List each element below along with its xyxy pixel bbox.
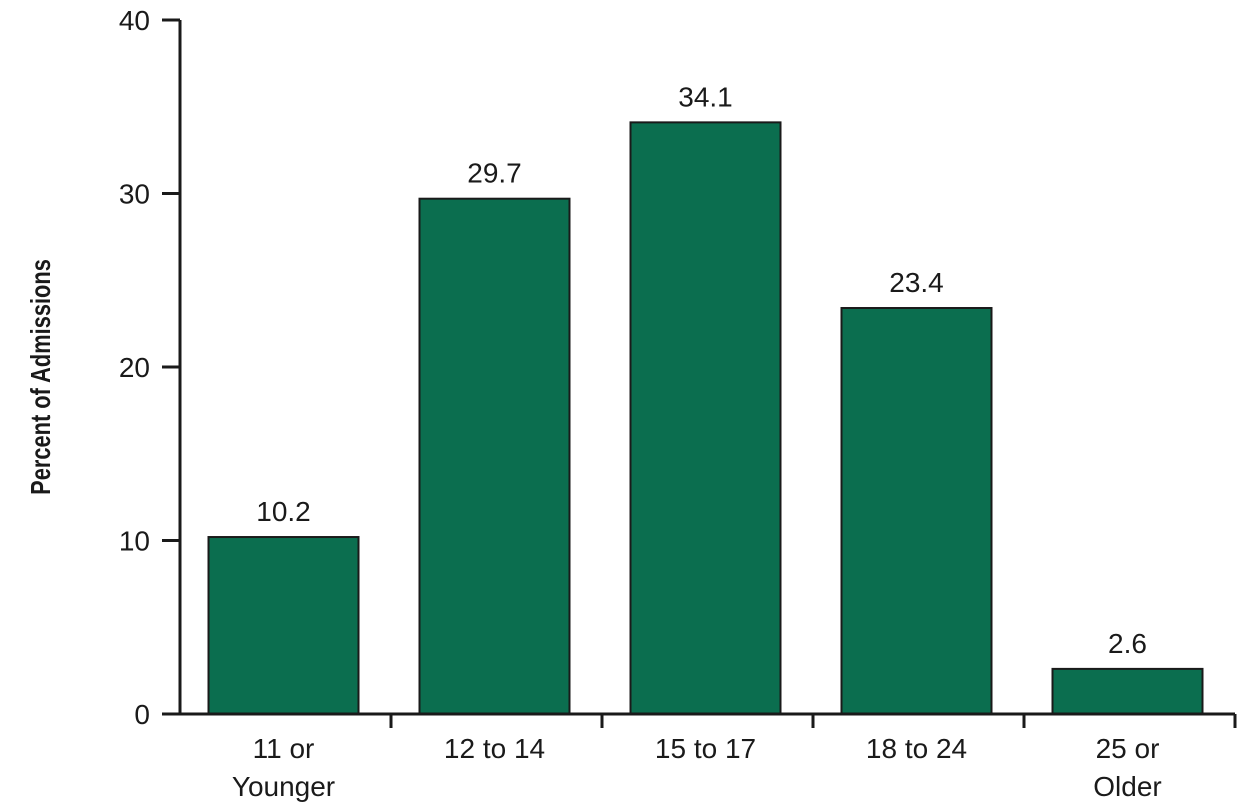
- y-tick-label: 10: [119, 526, 150, 557]
- y-axis-ticks: 0 10 20 30 40: [119, 5, 180, 730]
- category-label: Younger: [232, 771, 335, 802]
- category-labels-group: 11 or Younger 12 to 14 15 to 17 18 to 24 25 o…: [232, 733, 1162, 802]
- bar: [418, 197, 571, 715]
- category-label: 18 to 24: [866, 733, 967, 764]
- bar: [1051, 667, 1204, 716]
- bar-value-label: 23.4: [889, 267, 944, 298]
- category-label: 11 or: [253, 733, 315, 764]
- bar-value-label: 34.1: [678, 81, 733, 112]
- value-labels-group: 10.2 29.7 34.1 23.4 2.6: [256, 81, 1147, 659]
- y-tick-label: 0: [134, 699, 150, 730]
- bar-value-label: 2.6: [1108, 628, 1147, 659]
- x-axis-ticks: [389, 714, 1237, 728]
- bar: [840, 307, 993, 715]
- y-tick-label: 40: [119, 5, 150, 36]
- bar: [629, 121, 782, 716]
- bars-group: [207, 121, 1204, 716]
- category-label: 25 or: [1096, 733, 1160, 764]
- y-tick-label: 30: [119, 179, 150, 210]
- category-label: Older: [1093, 771, 1161, 802]
- category-label: 12 to 14: [444, 733, 545, 764]
- category-label: 15 to 17: [655, 733, 756, 764]
- y-axis-title: Percent of Admissions: [25, 259, 56, 495]
- bar-value-label: 29.7: [467, 158, 522, 189]
- bar: [207, 536, 360, 716]
- bar-value-label: 10.2: [256, 496, 311, 527]
- y-tick-label: 20: [119, 352, 150, 383]
